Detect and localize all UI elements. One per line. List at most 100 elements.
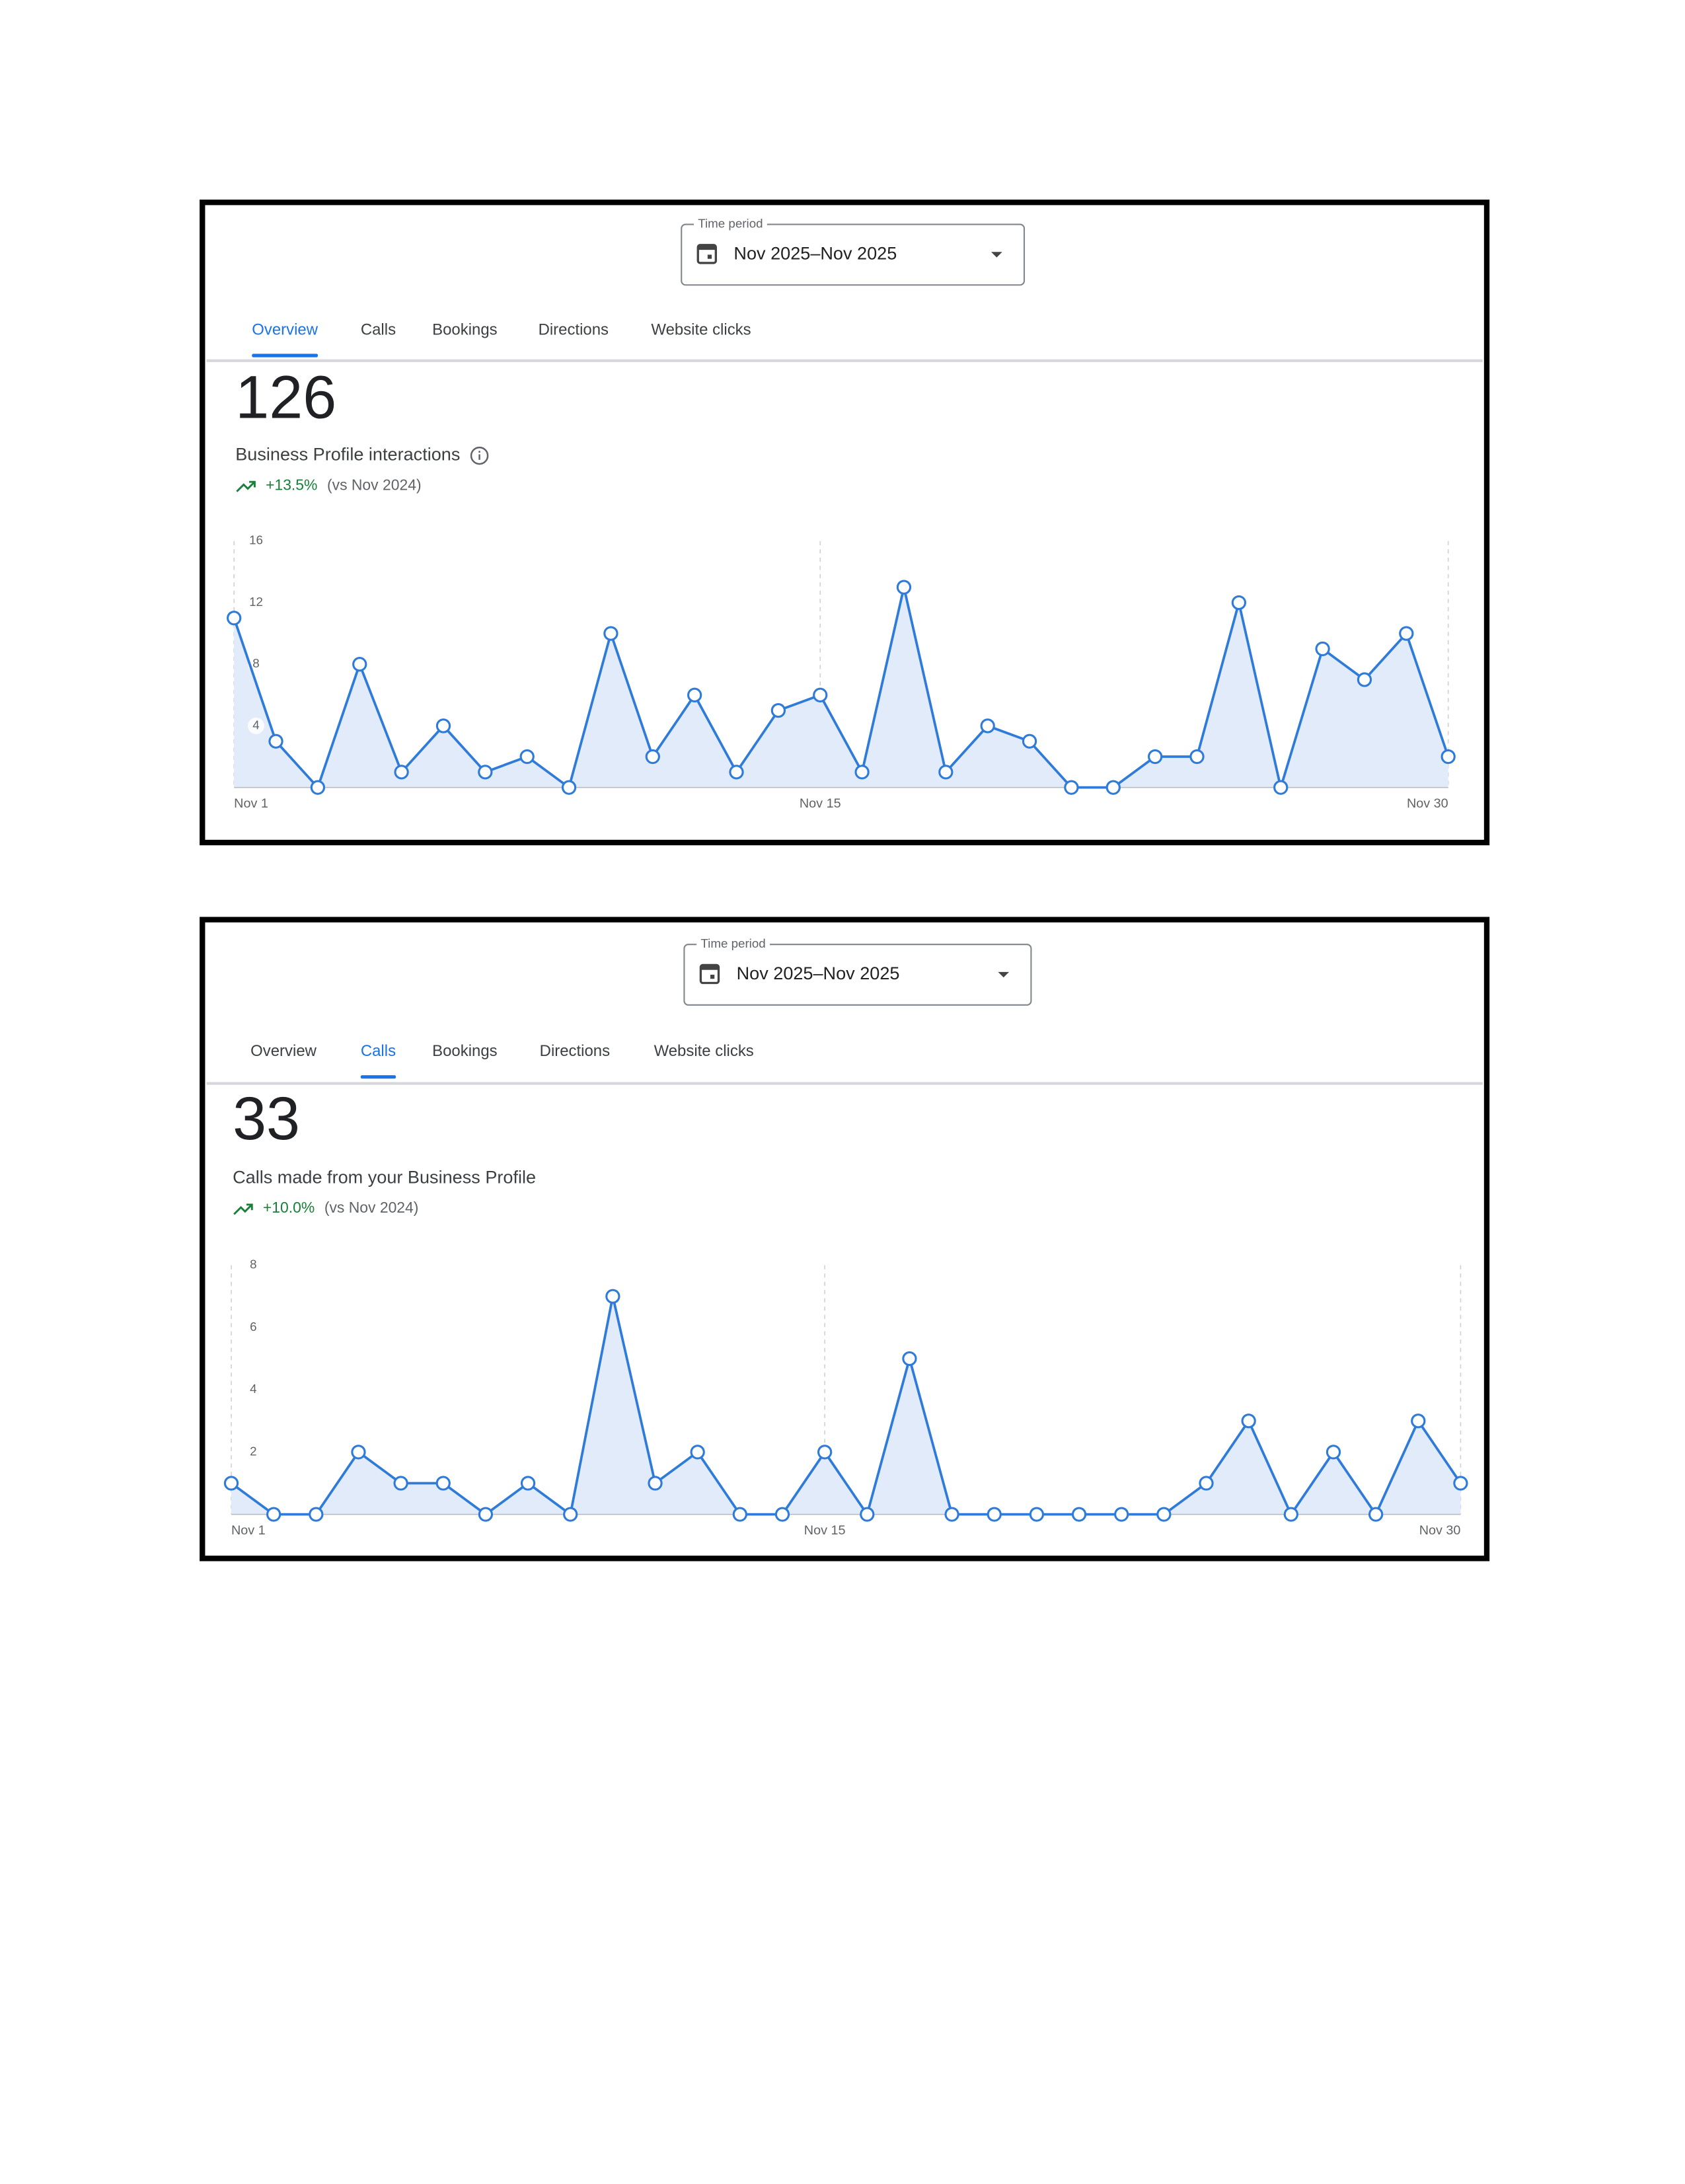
point: [1357, 672, 1372, 687]
tab-indicator: [360, 1075, 396, 1079]
line: [233, 585, 1450, 789]
change: +10.0%: [263, 1199, 315, 1216]
info-icon-bar: [478, 454, 480, 460]
tab[interactable]: Calls: [361, 1042, 396, 1060]
dropdown-arrow: [998, 971, 1010, 978]
dropdown-button[interactable]: [684, 944, 1031, 1005]
point: [393, 1476, 408, 1491]
point: [478, 765, 493, 780]
point: [520, 1476, 536, 1491]
tab[interactable]: Directions: [540, 1042, 610, 1060]
point: [770, 702, 786, 718]
y-tick-label: 12: [249, 595, 263, 609]
point: [1114, 1507, 1129, 1522]
point: [732, 1507, 747, 1522]
label-gap: [696, 942, 770, 948]
point: [1147, 749, 1163, 765]
point: [351, 1445, 366, 1460]
area: [234, 587, 1448, 788]
point: [980, 718, 995, 734]
y-tick-bg: [248, 717, 264, 734]
point: [896, 580, 912, 595]
point: [1326, 1445, 1341, 1460]
tab[interactable]: Bookings: [432, 320, 498, 338]
dropdown-button[interactable]: [681, 225, 1024, 285]
dropdown-arrow: [991, 252, 1002, 258]
point: [1189, 749, 1205, 765]
time-period-field: [683, 944, 1032, 1006]
point: [563, 1507, 578, 1522]
y-tick-bg: [244, 1443, 262, 1460]
point: [687, 687, 702, 702]
y-tick-bg: [248, 533, 264, 550]
y-tick-bg: [244, 1319, 262, 1336]
point: [1273, 780, 1289, 795]
point: [1231, 595, 1247, 611]
time-period-value: Nov 2025–Nov 2025: [733, 243, 897, 264]
point: [1411, 1413, 1426, 1429]
change: +13.5%: [266, 476, 317, 493]
point: [352, 657, 367, 672]
point: [817, 1445, 833, 1460]
divider: [206, 359, 1483, 362]
y-tick-label: 16: [249, 533, 263, 547]
y-tick-bg: [248, 594, 264, 611]
point: [1029, 1507, 1045, 1522]
point: [1453, 1476, 1468, 1491]
point: [227, 611, 242, 626]
tab-indicator: [252, 354, 318, 358]
tab[interactable]: Directions: [539, 320, 609, 338]
x-tick-label: Nov 15: [800, 796, 841, 811]
comparison: (vs Nov 2024): [324, 1199, 419, 1216]
panel-frame: [200, 917, 1490, 1562]
point: [987, 1507, 1002, 1522]
area: [231, 1296, 1461, 1515]
point: [944, 1507, 959, 1522]
point: [394, 765, 409, 780]
calendar-icon-dot: [707, 254, 712, 259]
point: [690, 1445, 705, 1460]
calendar-icon-header: [700, 965, 719, 970]
point: [1064, 780, 1079, 795]
panel: Time period Nov 2025–Nov 2025 Overview Call…: [200, 917, 1490, 1562]
tab[interactable]: Website clicks: [651, 320, 751, 338]
point: [309, 1507, 324, 1522]
point: [1441, 749, 1456, 765]
point: [1241, 1413, 1256, 1429]
point: [1283, 1507, 1298, 1522]
panel-frame: [200, 200, 1490, 846]
x-tick-label: Nov 1: [231, 1523, 266, 1538]
y-tick-label: 4: [252, 718, 259, 732]
time-period-value: Nov 2025–Nov 2025: [737, 963, 900, 983]
point: [1071, 1507, 1087, 1522]
point: [1105, 780, 1121, 795]
metric-description: Business Profile interactions: [235, 444, 460, 465]
info-icon: [470, 446, 489, 465]
point: [605, 1289, 620, 1304]
x-tick-label: Nov 1: [234, 796, 268, 811]
panel: Time period Nov 2025–Nov 2025 Overview Call…: [200, 200, 1490, 846]
metric-value: 126: [235, 364, 336, 432]
time-period-field: [681, 223, 1026, 286]
y-tick-label: 8: [250, 1258, 256, 1271]
tab[interactable]: Bookings: [432, 1042, 498, 1060]
tab[interactable]: Calls: [361, 320, 396, 338]
point: [1022, 734, 1037, 749]
divider: [206, 1082, 1483, 1085]
point: [561, 780, 577, 795]
tab[interactable]: Overview: [250, 1042, 317, 1060]
y-tick-label: 6: [250, 1320, 256, 1334]
tab[interactable]: Website clicks: [654, 1042, 754, 1060]
metric-value: 33: [233, 1085, 300, 1152]
x-tick-label: Nov 30: [1407, 796, 1448, 811]
trend-icon: [233, 1203, 253, 1215]
point: [774, 1507, 790, 1522]
y-tick-label: 8: [252, 656, 259, 670]
point: [310, 780, 326, 795]
point: [813, 687, 828, 702]
point: [435, 1476, 451, 1491]
time-period-label: Time period: [698, 217, 763, 231]
tab[interactable]: Overview: [252, 320, 318, 338]
